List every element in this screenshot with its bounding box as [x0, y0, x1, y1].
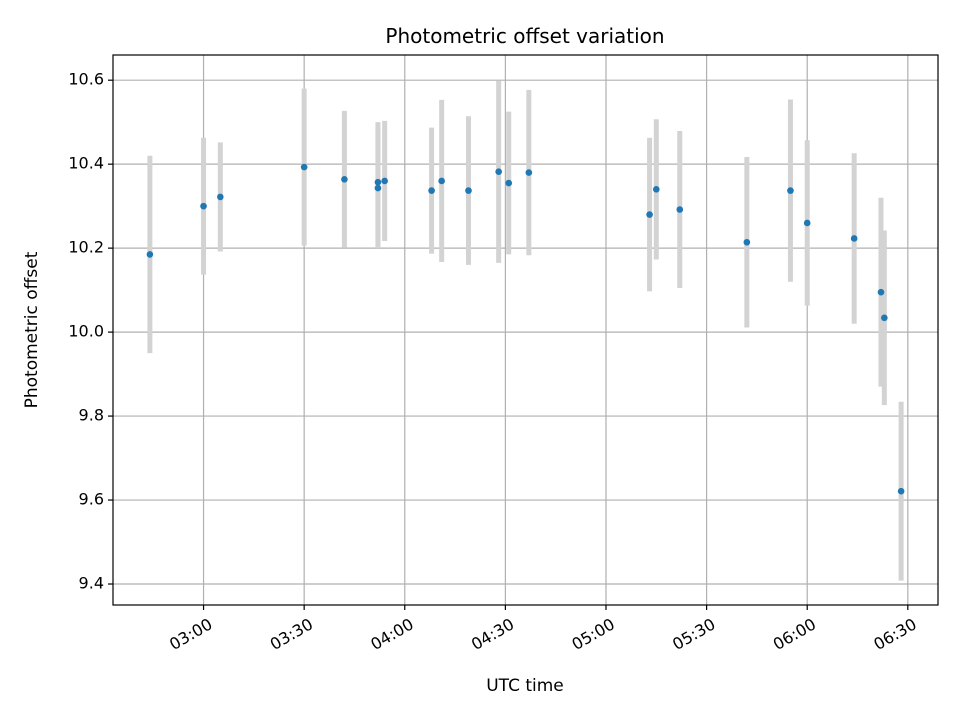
chart-title: Photometric offset variation [385, 24, 664, 48]
y-tick-label: 9.6 [79, 490, 104, 509]
grid-lines [113, 55, 938, 605]
data-point [217, 193, 224, 201]
data-point [743, 238, 751, 246]
y-tick-label: 10.0 [68, 322, 104, 341]
data-point [438, 177, 445, 185]
data-point [495, 168, 502, 176]
data-point [787, 187, 794, 194]
data-point [505, 179, 513, 187]
y-tick-label: 9.8 [79, 406, 104, 425]
plot-frame [112, 54, 939, 606]
data-point [300, 163, 308, 171]
data-point [428, 187, 435, 194]
y-tick-label: 10.2 [68, 238, 104, 257]
data-point [646, 211, 653, 218]
data-point [803, 219, 811, 227]
data-point [652, 186, 660, 193]
y-tick-label: 9.4 [79, 574, 104, 593]
data-point [881, 314, 888, 322]
data-point [850, 235, 858, 242]
data-point [146, 251, 154, 258]
data-point [676, 206, 684, 213]
data-point [897, 487, 905, 495]
data-point [877, 288, 885, 296]
data-point [200, 202, 207, 210]
x-axis-title: UTC time [486, 676, 564, 696]
y-axis-ticks: 9.4 9.6 9.8 10.0 10.2 10.4 10.6 [68, 70, 113, 593]
y-tick-label: 10.4 [68, 154, 104, 173]
data-point [381, 177, 388, 185]
data-point [525, 169, 533, 176]
y-axis-title: Photometric offset [22, 251, 42, 408]
data-point [465, 187, 472, 194]
data-point [374, 184, 382, 192]
data-point [341, 175, 348, 183]
data-point [374, 178, 382, 186]
y-tick-label: 10.6 [68, 70, 104, 89]
data-points [146, 163, 905, 495]
